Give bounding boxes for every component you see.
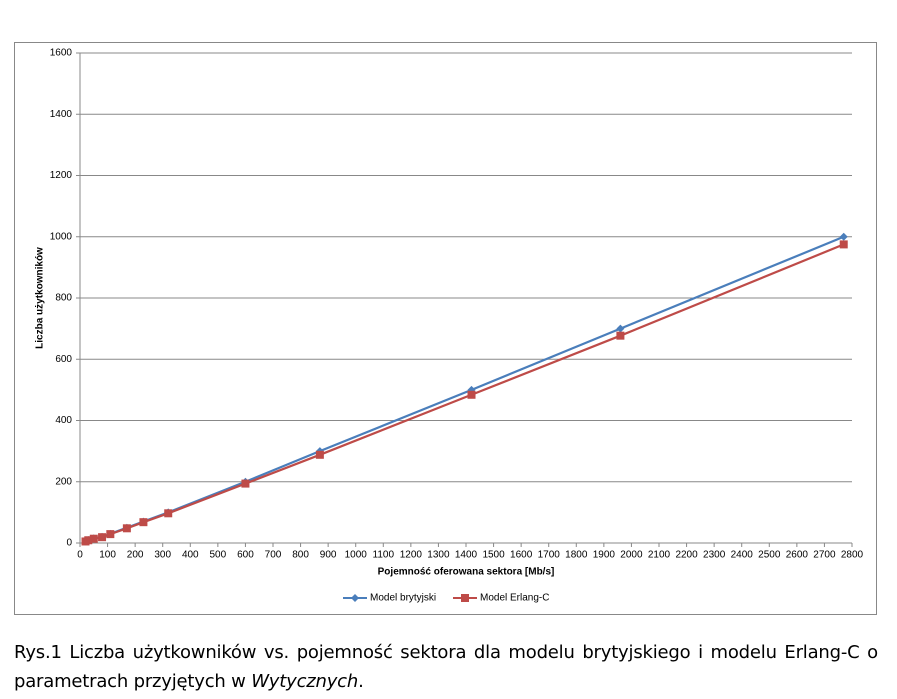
marker [351, 594, 359, 602]
x-tick-label: 700 [265, 550, 282, 561]
x-tick-label: 1800 [565, 550, 588, 561]
x-tick-label: 500 [210, 550, 227, 561]
marker [98, 533, 107, 542]
marker [122, 524, 131, 533]
marker [241, 479, 250, 488]
marker [84, 536, 93, 545]
x-tick-label: 1600 [510, 550, 533, 561]
marker [89, 534, 98, 543]
legend-label: Model Erlang-C [480, 593, 549, 604]
marker [315, 450, 324, 459]
x-tick-label: 2000 [620, 550, 643, 561]
x-tick-label: 1700 [538, 550, 561, 561]
y-tick-label: 800 [55, 293, 72, 304]
x-tick-label: 1000 [345, 550, 368, 561]
y-tick-label: 1600 [50, 48, 73, 59]
marker [106, 530, 115, 539]
x-tick-label: 2300 [703, 550, 726, 561]
x-tick-label: 2700 [813, 550, 836, 561]
caption-text: Rys.1 Liczba użytkowników vs. pojemność … [14, 642, 878, 692]
x-tick-label: 200 [127, 550, 144, 561]
x-tick-label: 1500 [482, 550, 505, 561]
marker [616, 324, 625, 333]
caption-italic: Wytycznych [251, 671, 359, 692]
marker [467, 390, 476, 399]
x-tick-label: 2400 [731, 550, 754, 561]
x-tick-label: 2100 [648, 550, 671, 561]
y-tick-label: 0 [66, 538, 72, 549]
chart: Liczba użytkowników Pojemność oferowana … [14, 42, 877, 615]
marker [139, 518, 148, 527]
x-tick-label: 2500 [758, 550, 781, 561]
y-tick-label: 400 [55, 415, 72, 426]
marker [616, 331, 625, 340]
y-tick-label: 1000 [50, 231, 73, 242]
y-tick-label: 1400 [50, 109, 73, 120]
x-tick-label: 300 [154, 550, 171, 561]
x-tick-label: 2800 [841, 550, 864, 561]
caption-end: . [358, 671, 364, 692]
x-tick-label: 1400 [455, 550, 478, 561]
x-tick-label: 400 [182, 550, 199, 561]
x-tick-label: 2600 [786, 550, 809, 561]
marker [461, 594, 469, 602]
x-tick-label: 100 [99, 550, 116, 561]
x-tick-label: 0 [77, 550, 83, 561]
x-tick-label: 900 [320, 550, 337, 561]
x-axis-title: Pojemność oferowana sektora [Mb/s] [378, 567, 555, 578]
marker [164, 509, 173, 518]
y-tick-label: 600 [55, 354, 72, 365]
x-tick-label: 1900 [593, 550, 616, 561]
marker [839, 232, 848, 241]
x-tick-label: 1100 [373, 550, 395, 561]
y-tick-label: 200 [55, 476, 72, 487]
marker [839, 240, 848, 249]
x-tick-label: 1300 [427, 550, 450, 561]
y-tick-label: 1200 [50, 170, 73, 181]
y-axis-title: Liczba użytkowników [35, 247, 46, 349]
legend-label: Model brytyjski [370, 593, 436, 604]
x-tick-label: 2200 [675, 550, 698, 561]
x-tick-label: 600 [237, 550, 254, 561]
chart-frame [14, 42, 877, 615]
x-tick-label: 1200 [400, 550, 423, 561]
caption: Rys.1 Liczba użytkowników vs. pojemność … [14, 638, 878, 696]
x-tick-label: 800 [292, 550, 309, 561]
